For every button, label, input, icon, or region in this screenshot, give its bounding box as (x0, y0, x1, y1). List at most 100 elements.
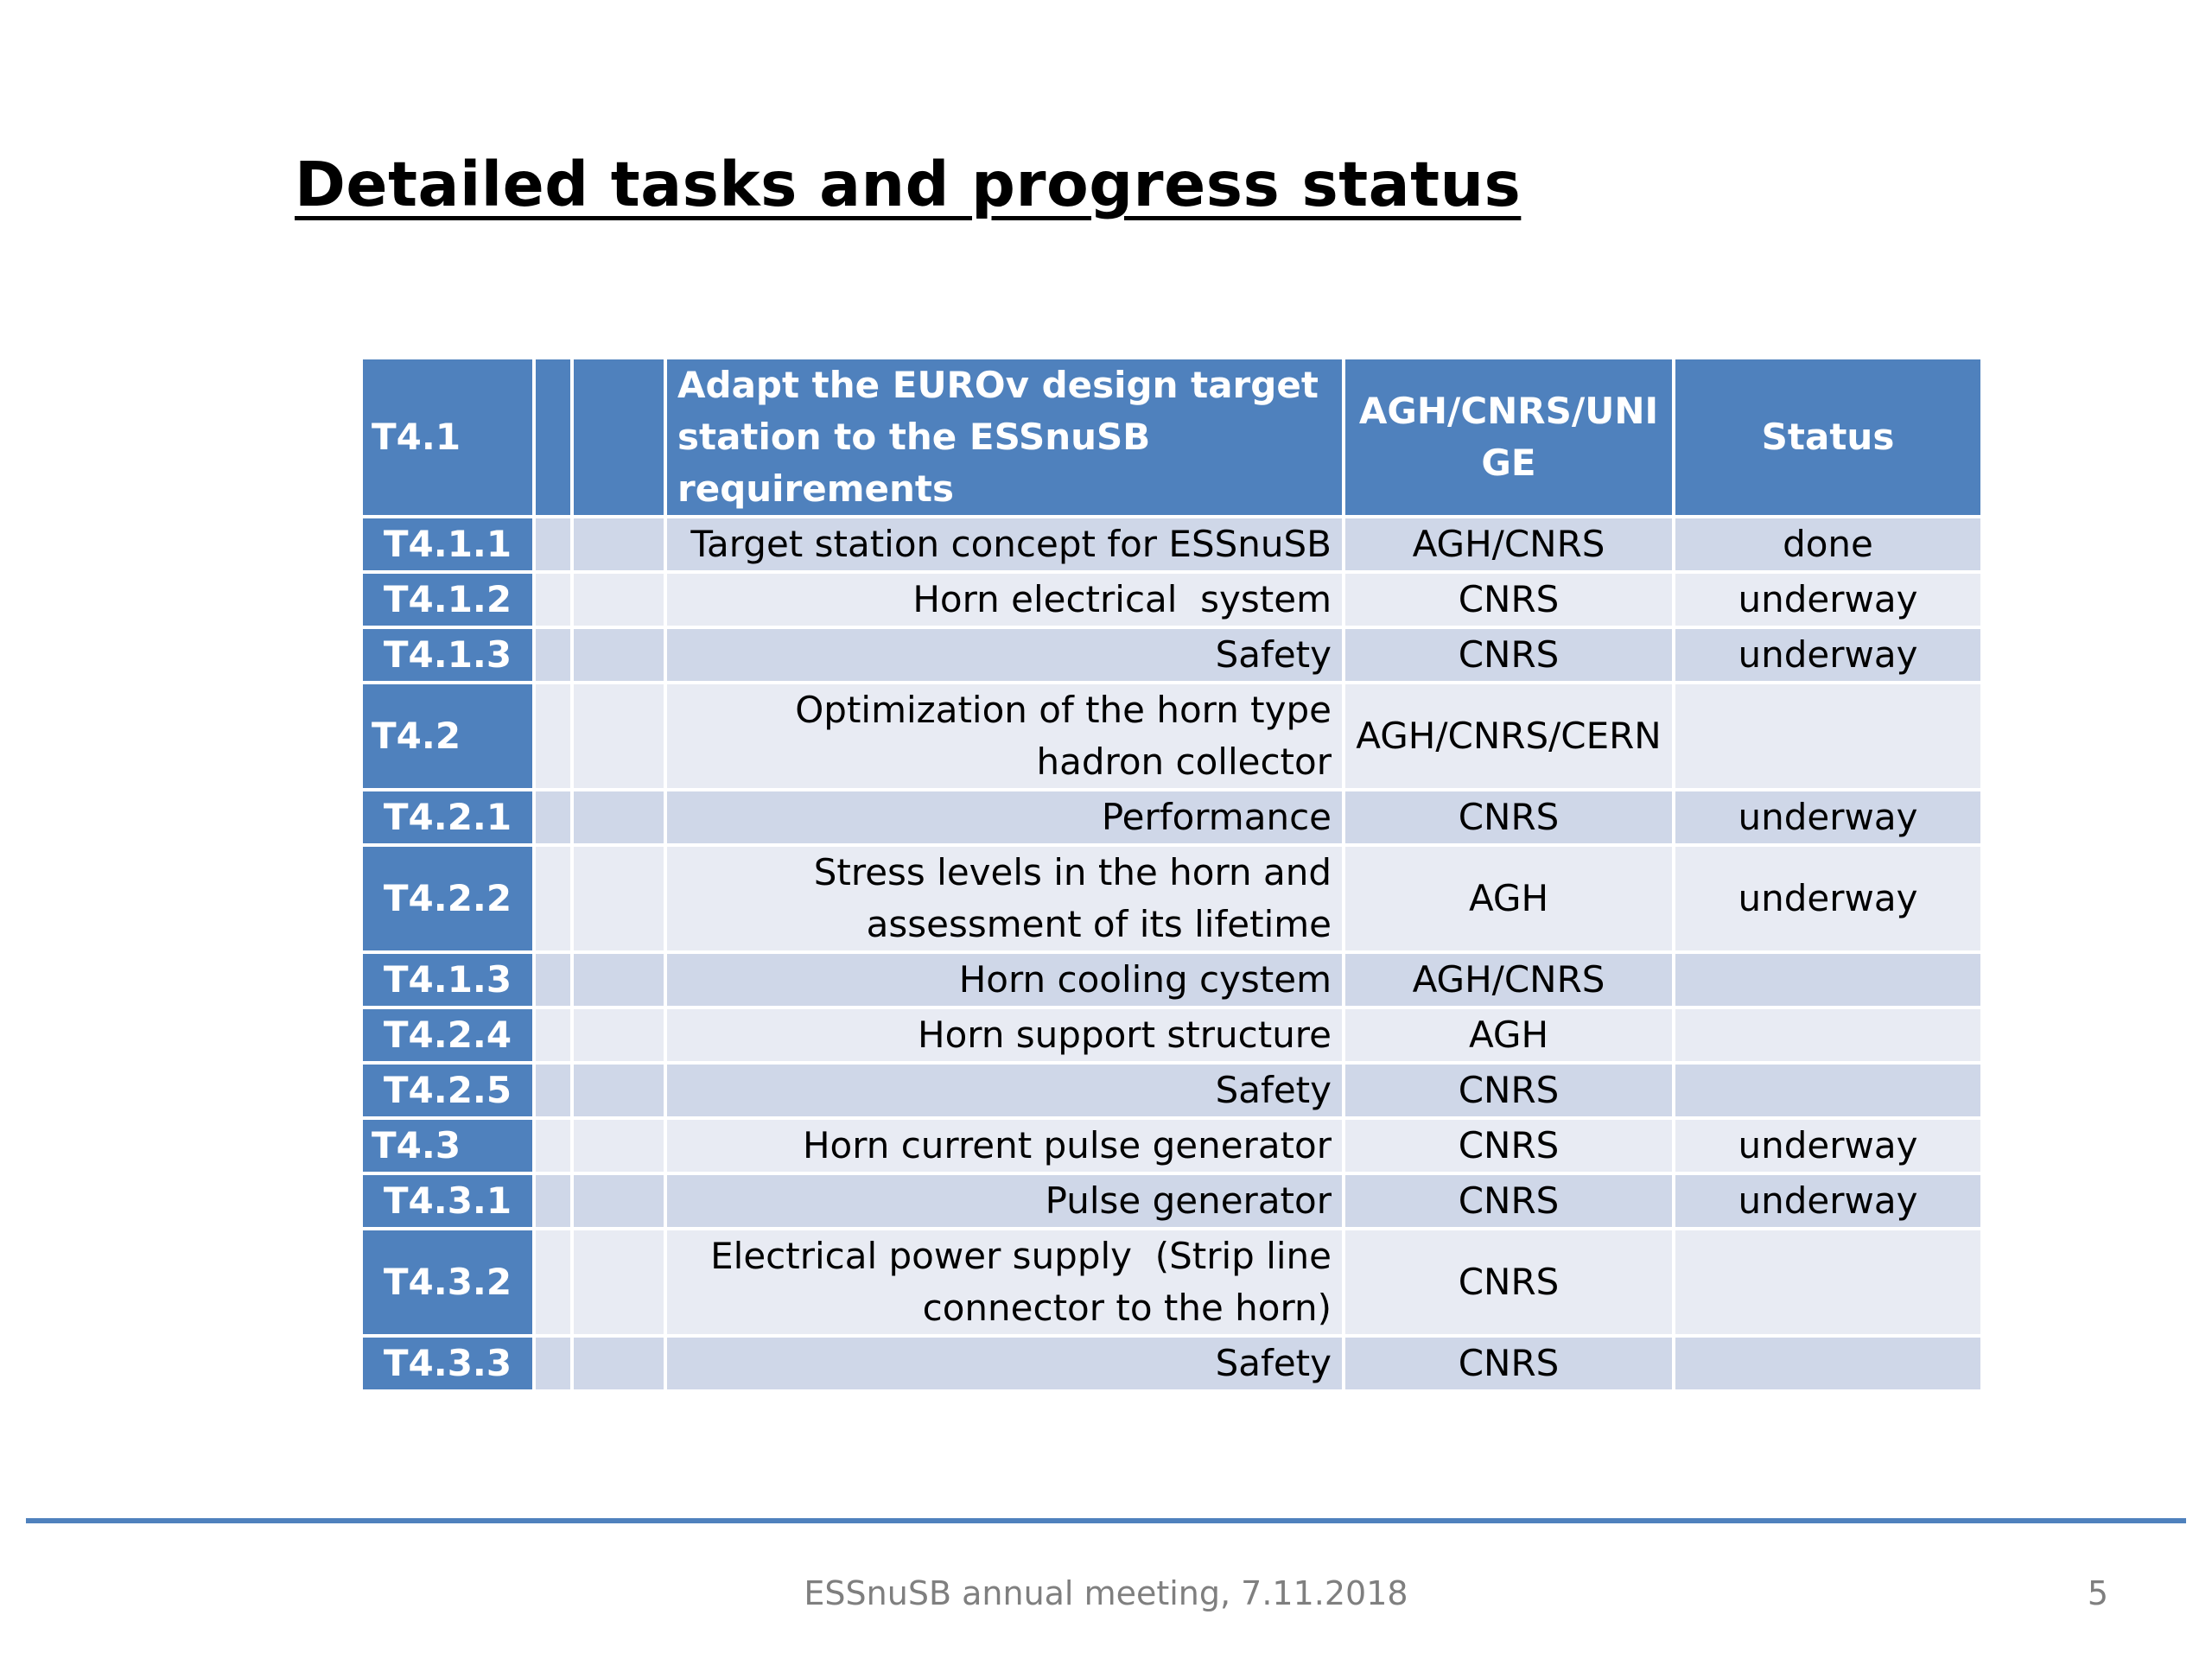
task-description-cell: Optimization of the horn type hadron col… (664, 681, 1345, 791)
table-row: T4.2.5 Safety CNRS (359, 1061, 1984, 1120)
header-task-id: T4.1 (359, 356, 536, 518)
table-header-row: T4.1 Adapt the EUROv design target stati… (359, 356, 1984, 518)
slide-title: Detailed tasks and progress status (295, 149, 1522, 220)
task-status-cell: underway (1672, 626, 1984, 684)
task-description-cell: Horn electrical system (664, 570, 1345, 629)
task-status-cell: underway (1672, 1116, 1984, 1175)
spacer-cell (532, 1334, 574, 1393)
task-partners-cell: CNRS (1342, 1227, 1675, 1338)
task-partners-cell: AGH/CNRS/CERN (1342, 681, 1675, 791)
task-description-cell: Horn current pulse generator (664, 1116, 1345, 1175)
task-status-cell: done (1672, 515, 1984, 574)
spacer-cell (532, 626, 574, 684)
tasks-table: T4.1 Adapt the EUROv design target stati… (359, 356, 1984, 1393)
task-id-cell: T4.2.1 (359, 788, 536, 847)
table-row: T4.2.1 Performance CNRS underway (359, 788, 1984, 847)
task-description-cell: Target station concept for ESSnuSB (664, 515, 1345, 574)
task-status-cell: underway (1672, 570, 1984, 629)
footer-divider (26, 1518, 2186, 1523)
spacer-cell (570, 1227, 667, 1338)
task-description-cell: Safety (664, 1061, 1345, 1120)
spacer-cell (532, 788, 574, 847)
task-partners-cell: CNRS (1342, 1116, 1675, 1175)
task-id-cell: T4.1.2 (359, 570, 536, 629)
spacer-cell (570, 1334, 667, 1393)
spacer-cell (532, 1006, 574, 1065)
task-description-cell: Safety (664, 626, 1345, 684)
spacer-cell (532, 1061, 574, 1120)
task-partners-cell: CNRS (1342, 570, 1675, 629)
header-partners: AGH/CNRS/UNI GE (1342, 356, 1675, 518)
spacer-cell (570, 950, 667, 1009)
task-description-cell: Electrical power supply (Strip line conn… (664, 1227, 1345, 1338)
table-row: T4.2.2 Stress levels in the horn and ass… (359, 843, 1984, 954)
task-description-cell: Horn cooling cystem (664, 950, 1345, 1009)
task-partners-cell: AGH/CNRS (1342, 950, 1675, 1009)
task-partners-cell: CNRS (1342, 1061, 1675, 1120)
task-status-cell (1672, 1006, 1984, 1065)
header-description: Adapt the EUROv design target station to… (664, 356, 1345, 518)
table-row: T4.1.2 Horn electrical system CNRS under… (359, 570, 1984, 629)
spacer-cell (532, 515, 574, 574)
task-id-cell: T4.1.3 (359, 626, 536, 684)
table-row: T4.3 Horn current pulse generator CNRS u… (359, 1116, 1984, 1175)
table-row: T4.2 Optimization of the horn type hadro… (359, 681, 1984, 791)
task-status-cell (1672, 1334, 1984, 1393)
header-spacer-cell (570, 356, 667, 518)
task-partners-cell: AGH (1342, 1006, 1675, 1065)
task-description-cell: Stress levels in the horn and assessment… (664, 843, 1345, 954)
spacer-cell (570, 1116, 667, 1175)
table-row: T4.3.1 Pulse generator CNRS underway (359, 1172, 1984, 1230)
task-id-cell: T4.2.4 (359, 1006, 536, 1065)
spacer-cell (532, 950, 574, 1009)
task-id-cell: T4.1.1 (359, 515, 536, 574)
task-id-cell: T4.3 (359, 1116, 536, 1175)
task-partners-cell: CNRS (1342, 1172, 1675, 1230)
task-partners-cell: AGH (1342, 843, 1675, 954)
task-description-cell: Horn support structure (664, 1006, 1345, 1065)
task-status-cell (1672, 950, 1984, 1009)
table-row: T4.3.3 Safety CNRS (359, 1334, 1984, 1393)
table-row: T4.2.4 Horn support structure AGH (359, 1006, 1984, 1065)
task-description-cell: Performance (664, 788, 1345, 847)
page-number: 5 (2087, 1574, 2108, 1612)
spacer-cell (532, 1227, 574, 1338)
task-id-cell: T4.3.3 (359, 1334, 536, 1393)
spacer-cell (570, 681, 667, 791)
table-row: T4.3.2 Electrical power supply (Strip li… (359, 1227, 1984, 1338)
task-id-cell: T4.1.3 (359, 950, 536, 1009)
spacer-cell (570, 843, 667, 954)
task-id-cell: T4.2.2 (359, 843, 536, 954)
table-row: T4.1.3 Horn cooling cystem AGH/CNRS (359, 950, 1984, 1009)
task-status-cell (1672, 681, 1984, 791)
task-id-cell: T4.3.1 (359, 1172, 536, 1230)
task-partners-cell: CNRS (1342, 1334, 1675, 1393)
task-description-cell: Pulse generator (664, 1172, 1345, 1230)
spacer-cell (570, 515, 667, 574)
spacer-cell (532, 843, 574, 954)
task-id-cell: T4.2.5 (359, 1061, 536, 1120)
task-status-cell: underway (1672, 843, 1984, 954)
header-spacer-cell (532, 356, 574, 518)
task-status-cell: underway (1672, 1172, 1984, 1230)
task-id-cell: T4.2 (359, 681, 536, 791)
spacer-cell (570, 1006, 667, 1065)
table-row: T4.1.3 Safety CNRS underway (359, 626, 1984, 684)
spacer-cell (532, 681, 574, 791)
spacer-cell (532, 570, 574, 629)
header-status: Status (1672, 356, 1984, 518)
spacer-cell (532, 1172, 574, 1230)
footer-text: ESSnuSB annual meeting, 7.11.2018 (804, 1574, 1408, 1612)
task-status-cell: underway (1672, 788, 1984, 847)
task-id-cell: T4.3.2 (359, 1227, 536, 1338)
spacer-cell (570, 788, 667, 847)
task-status-cell (1672, 1227, 1984, 1338)
spacer-cell (570, 1061, 667, 1120)
spacer-cell (570, 570, 667, 629)
task-partners-cell: CNRS (1342, 626, 1675, 684)
table-row: T4.1.1 Target station concept for ESSnuS… (359, 515, 1984, 574)
spacer-cell (570, 1172, 667, 1230)
task-status-cell (1672, 1061, 1984, 1120)
spacer-cell (570, 626, 667, 684)
spacer-cell (532, 1116, 574, 1175)
